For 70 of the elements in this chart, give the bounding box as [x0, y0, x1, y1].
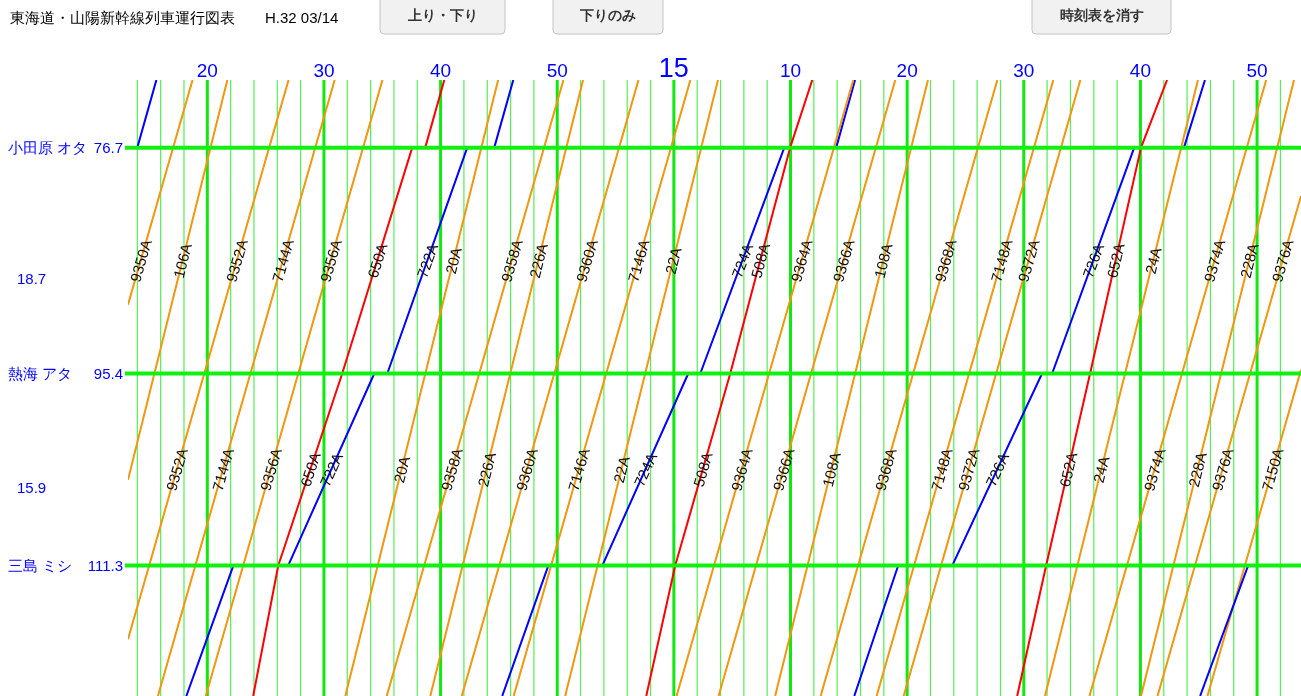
- text: 9374A: [1200, 237, 1229, 284]
- text: 24A: [1141, 245, 1165, 276]
- text: 9366A: [829, 237, 858, 284]
- y-tick-label: 76.7: [93, 139, 123, 157]
- text: 9376A: [1208, 446, 1237, 493]
- x-tick-label: 10: [779, 60, 802, 81]
- text: 小田原 オタ: [8, 139, 88, 157]
- text: 7146A: [564, 446, 593, 493]
- text: 9356A: [316, 237, 345, 284]
- text: 652A: [1055, 450, 1081, 489]
- x-tick-label: 50: [1246, 60, 1268, 81]
- chart-title: 東海道・山陽新幹線列車運行図表: [10, 9, 235, 26]
- text: 22A: [609, 454, 633, 485]
- text: 7148A: [987, 237, 1016, 284]
- x-tick-label: 50: [546, 60, 568, 81]
- button: 下りのみ: [552, 0, 664, 35]
- text: 650A: [363, 241, 391, 280]
- text: 9376A: [1268, 237, 1297, 284]
- text: 9372A: [954, 446, 983, 493]
- button: 上り・下り: [379, 0, 506, 35]
- text: 108A: [870, 241, 896, 280]
- text: 722A: [413, 241, 442, 280]
- text: 9366A: [769, 446, 798, 493]
- text: 9358A: [437, 446, 466, 493]
- text: 9352A: [162, 446, 191, 493]
- x-tick-label: 20: [196, 60, 218, 81]
- x-tick-label: 40: [430, 60, 452, 81]
- text: 9368A: [931, 237, 960, 284]
- x-tick-label: 40: [1129, 60, 1151, 81]
- text: 9358A: [497, 237, 526, 284]
- text: 熱海 アタ: [8, 365, 73, 383]
- text: 726A: [982, 450, 1013, 490]
- x-tick-label: 20: [896, 60, 918, 81]
- text: 508A: [689, 450, 716, 489]
- text: 108A: [818, 450, 844, 489]
- text: 7144A: [208, 446, 238, 493]
- x-tick-label: 30: [1013, 60, 1035, 81]
- text: 9352A: [222, 237, 251, 284]
- x-tick-label: 30: [313, 60, 335, 81]
- text: 9350A: [126, 237, 155, 284]
- y-tick-label: 95.4: [93, 365, 123, 383]
- text: 7146A: [624, 237, 653, 284]
- text: 9364A: [727, 446, 756, 493]
- text: 7148A: [927, 446, 956, 493]
- text: 9356A: [256, 446, 285, 493]
- text: 9374A: [1140, 446, 1169, 493]
- text: 724A: [630, 450, 661, 489]
- text: 106A: [169, 241, 195, 280]
- text: 18.7: [17, 270, 47, 288]
- text: 226A: [474, 450, 499, 489]
- y-tick-label: 111.3: [87, 557, 123, 575]
- text: 9364A: [787, 237, 816, 284]
- text: 20A: [441, 245, 465, 276]
- text: 228A: [1236, 241, 1262, 280]
- text: 228A: [1184, 450, 1210, 489]
- text: 7144A: [268, 237, 297, 284]
- text: 9360A: [512, 446, 541, 493]
- text: 22A: [661, 245, 685, 276]
- text: 9368A: [871, 446, 900, 493]
- text: 9372A: [1014, 237, 1043, 284]
- button: 時刻表を消す: [1031, 0, 1172, 35]
- x-tick-label: 15: [658, 53, 689, 83]
- text: 15.9: [17, 479, 47, 497]
- chart-subtitle: H.32 03/14: [265, 9, 339, 26]
- text: 9360A: [572, 237, 601, 284]
- text: 24A: [1089, 454, 1113, 485]
- text: 7150A: [1258, 446, 1287, 493]
- text: 三島 ミシ: [8, 557, 73, 575]
- text: 226A: [525, 241, 551, 280]
- text: 20A: [390, 454, 413, 485]
